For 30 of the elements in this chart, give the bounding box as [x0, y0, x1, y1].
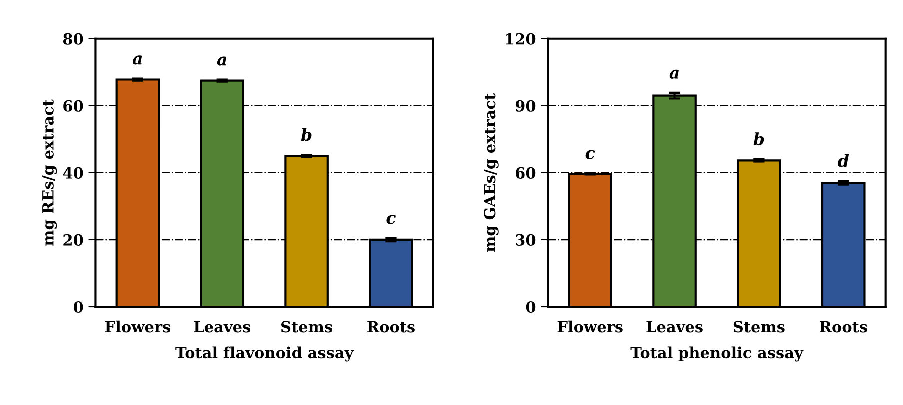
annotation: a: [217, 56, 227, 66]
annotation: d: [838, 154, 850, 168]
y-tick-label: 30: [516, 234, 536, 246]
x-tick-label: Stems: [734, 321, 785, 333]
x-tick-label: Roots: [820, 321, 868, 333]
annotation: c: [586, 150, 596, 160]
annotation: a: [670, 70, 679, 79]
x-tick-label: Flowers: [558, 320, 623, 333]
y-tick-label: 120: [506, 33, 536, 45]
y-axis-title: mg GAEs/g extract: [484, 93, 499, 252]
annotation: b: [301, 128, 312, 142]
annotation: b: [754, 132, 764, 146]
y-tick-label: 20: [64, 234, 84, 246]
annotation: c: [386, 215, 396, 224]
y-tick-label: 90: [516, 100, 536, 112]
y-axis-title: mg REs/g extract: [42, 100, 58, 246]
y-tick-label: 0: [74, 301, 84, 314]
x-axis-title: Total phenolic assay: [630, 346, 804, 362]
y-tick-label: 40: [63, 167, 84, 179]
y-tick-label: 60: [64, 100, 84, 112]
y-tick-label: 80: [63, 33, 84, 45]
x-tick-label: Leaves: [646, 321, 703, 333]
x-tick-label: Leaves: [194, 321, 251, 333]
x-tick-label: Stems: [282, 321, 332, 333]
annotation: a: [132, 56, 142, 65]
x-tick-label: Roots: [368, 321, 415, 333]
y-tick-label: 60: [516, 167, 536, 179]
y-tick-label: 0: [526, 301, 536, 314]
x-tick-label: Flowers: [105, 320, 170, 333]
x-axis-title: Total flavonoid assay: [176, 346, 354, 362]
